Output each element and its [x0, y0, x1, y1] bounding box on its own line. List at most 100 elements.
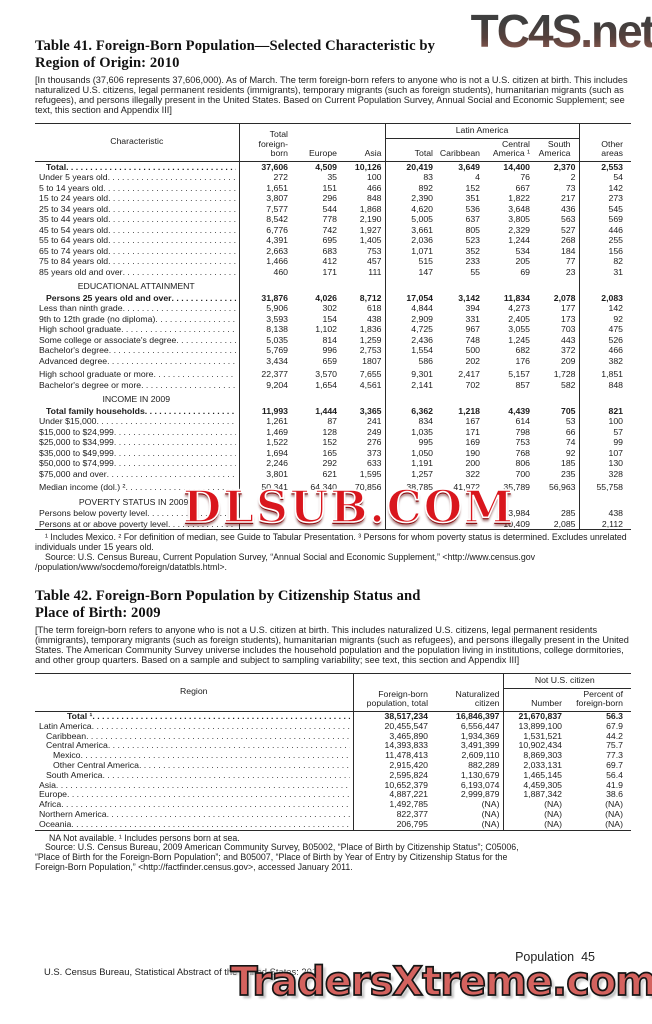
row-label-text: Persons below poverty level: [39, 508, 148, 519]
table-cell: 1,492,785: [352, 800, 431, 810]
table-cell: 100: [578, 416, 632, 427]
table-cell: 1,595: [359, 468, 382, 479]
dot-leader: [108, 246, 235, 257]
table-cell: 331: [465, 313, 481, 324]
table-cell: 523: [465, 235, 481, 246]
table-cell: 3,801: [238, 468, 291, 480]
table-cell: 2,141: [384, 379, 436, 391]
table-cell: 806: [515, 458, 531, 469]
dot-leader: [139, 761, 350, 771]
table-cell: 460: [238, 266, 291, 278]
table41-header: Characteristic Total foreign-born Europe…: [35, 123, 632, 162]
table-cell: 373: [367, 447, 382, 458]
table-cell: 171: [322, 266, 338, 277]
table-cell: 748: [465, 334, 481, 345]
row-label-text: Persons 25 years old and over: [46, 292, 172, 303]
table-cell: 742: [322, 224, 338, 235]
row-label-text: Africa: [39, 800, 62, 810]
table-cell: 695: [322, 235, 338, 246]
section-row: POVERTY STATUS IN 2009 ³: [35, 492, 632, 509]
table-cell: 7,577: [238, 203, 291, 215]
row-label-text: 25 to 34 years old: [39, 203, 109, 214]
table41-title: Table 41. Foreign-Born Population—Select…: [35, 38, 631, 71]
page-content: Table 41. Foreign-Born Population—Select…: [35, 38, 632, 873]
table-cell: 1,728: [553, 369, 576, 380]
table-cell: 22,377: [238, 366, 291, 380]
table-cell: [578, 390, 632, 406]
row-label-text: Some college or associate's degree: [39, 334, 177, 345]
col-group-latin-america: Latin America: [384, 123, 580, 139]
dot-leader: [176, 335, 235, 346]
table-cell: 8,712: [359, 292, 382, 303]
table-cell: 4,439: [508, 405, 530, 416]
dot-leader: [103, 771, 350, 781]
table-cell: 70,856: [354, 482, 382, 493]
row-label-text: 35 to 44 years old: [39, 214, 109, 225]
table-cell: 41,972: [453, 482, 480, 493]
dot-leader: [108, 204, 235, 215]
table-cell: [291, 519, 340, 530]
row-label-text: High school graduate: [39, 324, 122, 335]
table-cell: 273: [578, 193, 632, 204]
table-cell: 21,670,837: [502, 711, 565, 722]
footer-source-line: U.S. Census Bureau, Statistical Abstract…: [44, 966, 323, 977]
source-line: Source: U.S. Census Bureau, 2009 America…: [45, 842, 519, 853]
table-cell: 2,033,131: [502, 760, 565, 771]
dot-leader: [107, 810, 350, 820]
dot-leader: [108, 225, 235, 236]
table-cell: [533, 390, 579, 406]
table-cell: 526: [578, 334, 632, 346]
row-label-text: High school graduate or more: [39, 369, 154, 380]
table-cell: 1,405: [359, 235, 382, 246]
table-cell: 834: [384, 416, 436, 427]
table-cell: 753: [515, 437, 531, 448]
table41-title-line1: Table 41. Foreign-Born Population—Select…: [35, 38, 436, 54]
table-cell: 128: [322, 426, 338, 437]
dot-leader: [103, 183, 235, 194]
dot-leader: [81, 751, 350, 761]
table-cell: (NA): [605, 800, 623, 810]
table-cell: 233: [465, 256, 481, 267]
row-label: Total: [35, 161, 239, 172]
row-label-text: 65 to 74 years old: [39, 245, 109, 256]
table-cell: 702: [465, 379, 481, 390]
table-cell: 1,694: [238, 447, 291, 459]
table-cell: 69: [520, 266, 530, 277]
table-cell: [340, 508, 385, 519]
table-cell: 995: [384, 437, 436, 448]
table-cell: 705: [561, 405, 576, 416]
table-cell: 1,257: [384, 468, 436, 480]
table-row: Latin America 20,455,547 6,556,44713,899,1…: [35, 721, 631, 732]
row-label: $25,000 to $34,999: [35, 437, 239, 448]
table-cell: 1,444: [315, 405, 337, 416]
table-cell: 83: [384, 172, 436, 183]
table-row: High school graduate or more 22,377 3,570 7…: [35, 366, 632, 380]
table-cell: [436, 508, 483, 519]
table-cell: [436, 519, 483, 530]
table-cell: 5,005: [384, 214, 436, 225]
table-cell: 31,876: [238, 292, 291, 304]
table-cell: 3,365: [359, 405, 382, 416]
table-cell: 536: [465, 203, 481, 214]
table-cell: 130: [578, 458, 632, 469]
row-label: 65 to 74 years old: [35, 246, 239, 257]
table-cell: 272: [238, 172, 291, 183]
table-cell: 848: [578, 379, 632, 391]
table-cell: 7,655: [359, 369, 382, 380]
table-cell: 142: [578, 182, 632, 194]
table-cell: 209: [561, 355, 576, 366]
table-cell: [384, 277, 436, 293]
col-header-europe: Europe: [291, 123, 340, 162]
dot-leader: [114, 427, 236, 438]
table-cell: 4,561: [359, 379, 382, 390]
table41-footnote: ¹ Includes Mexico. ² For definition of m…: [35, 532, 627, 553]
table-cell: 3,055: [508, 324, 530, 335]
table-cell: 17,054: [384, 292, 436, 304]
table-cell: 55: [470, 266, 480, 277]
col-group-not-us-citizen: Not U.S. citizen: [502, 673, 631, 689]
